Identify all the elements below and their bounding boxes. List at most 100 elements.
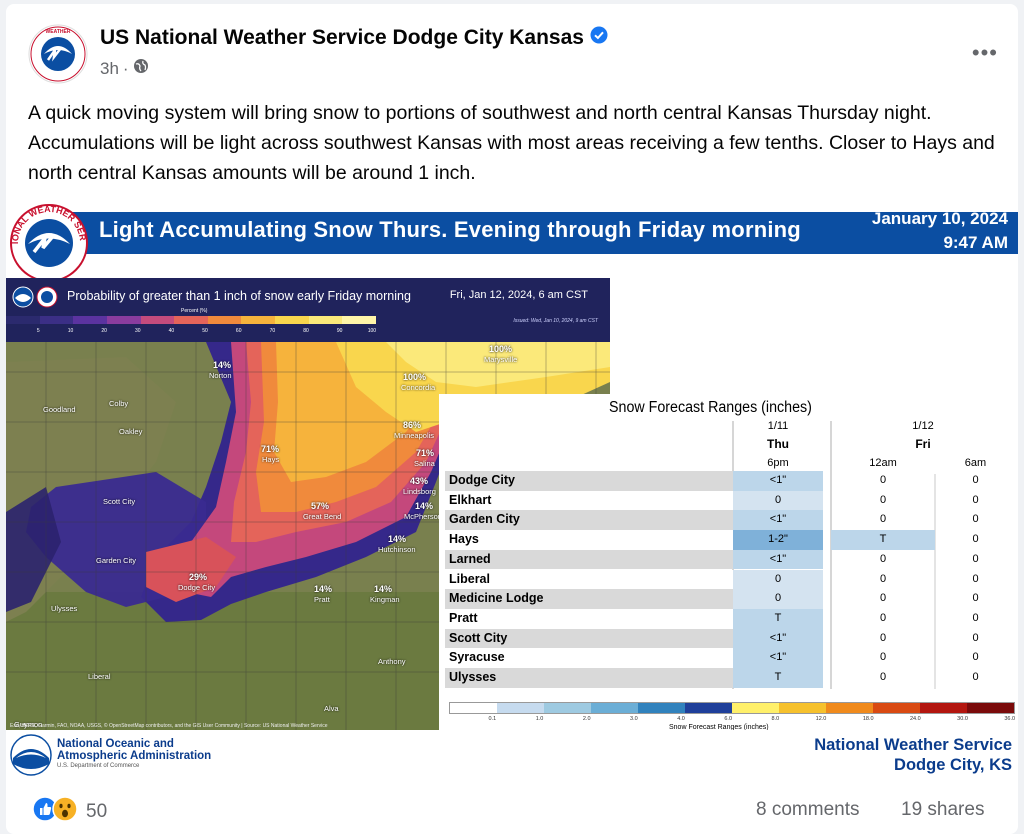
table-row: Larned <1" 0 0 xyxy=(445,549,1016,570)
snow-colorbar-ticks: 0.1 1.0 2.0 3.0 4.0 6.0 8.0 12.0 18.0 24.0 30.0 36.… xyxy=(449,716,1016,722)
table-row: Garden City <1" 0 0 xyxy=(445,510,1016,531)
shares-count[interactable]: 19 shares xyxy=(901,799,985,820)
map-town: Pratt xyxy=(314,595,330,604)
colorbar-tick: 12.0 xyxy=(815,716,827,722)
row-value-v1: T xyxy=(733,608,823,629)
map-percent: 14% xyxy=(213,360,232,370)
colorbar-swatch xyxy=(544,703,591,713)
scale-tick: 100 xyxy=(367,328,377,334)
page-name-link[interactable]: US National Weather Service Dodge City K… xyxy=(100,26,584,49)
more-options-icon[interactable]: ••• xyxy=(971,40,998,65)
colorbar-tick: 3.0 xyxy=(630,716,638,722)
col-time-3: 6am xyxy=(964,457,987,469)
meta-separator: · xyxy=(122,58,129,78)
row-city: Liberal xyxy=(445,569,733,590)
comments-count[interactable]: 8 comments xyxy=(756,799,860,820)
scale-tick: 60 xyxy=(235,328,242,334)
scale-swatch xyxy=(308,316,343,324)
row-value-v3: 0 xyxy=(972,651,979,664)
colorbar-tick: 6.0 xyxy=(724,716,733,722)
colorbar-swatch xyxy=(638,703,685,713)
noaa-line-2: Atmospheric Administration xyxy=(57,750,212,762)
map-town: Garden City xyxy=(96,556,137,565)
map-town: Colby xyxy=(109,399,129,408)
row-value-v2: 0 xyxy=(879,671,887,683)
row-value-v1: 1-2" xyxy=(733,530,823,550)
colorbar-tick: 36.0 xyxy=(1004,716,1016,722)
colorbar-swatch xyxy=(591,703,638,713)
post-stats: 50 8 comments 19 shares xyxy=(6,790,1018,834)
post-image[interactable]: Light Accumulating Snow Thurs. Evening t… xyxy=(6,200,1018,780)
map-town: Hays xyxy=(262,455,280,464)
row-value-v3: 0 xyxy=(972,533,979,546)
map-issued-time: Issued: Wed, Jan 10, 2024, 9 am CST xyxy=(513,318,598,324)
row-value-v3: 0 xyxy=(972,572,979,585)
col-day-1: Thu xyxy=(767,437,789,451)
table-row: Liberal 0 0 0 xyxy=(445,569,1016,590)
map-percent: 14% xyxy=(415,501,434,511)
scale-swatch xyxy=(39,316,74,324)
row-city: Dodge City xyxy=(445,471,733,491)
row-value-v3: 0 xyxy=(972,611,979,624)
post-text: A quick moving system will bring snow to… xyxy=(28,102,995,184)
map-percent: 71% xyxy=(416,448,435,458)
colorbar-swatch xyxy=(826,703,873,713)
probability-scale xyxy=(6,316,377,324)
banner-datetime: January 10, 2024 9:47 AM xyxy=(872,207,1008,255)
map-valid-time: Fri, Jan 12, 2024, 6 am CST xyxy=(449,289,588,301)
row-city: Pratt xyxy=(445,608,733,629)
snow-forecast-table: Snow Forecast Ranges (inches) 1/11 Thu 6… xyxy=(439,394,1018,734)
scale-swatch xyxy=(106,316,141,324)
row-value-v1: 0 xyxy=(733,490,823,511)
nws-line-1: National Weather Service xyxy=(814,736,1012,754)
colorbar-swatch xyxy=(920,703,967,713)
row-value-v2: 0 xyxy=(879,552,887,565)
banner-title: Light Accumulating Snow Thurs. Evening t… xyxy=(99,217,801,242)
row-city: Larned xyxy=(445,549,733,570)
row-value-v1: <1" xyxy=(733,648,823,668)
banner-bar xyxy=(46,212,1018,254)
page-avatar[interactable]: WEATHER xyxy=(28,24,88,84)
scale-tick: 5 xyxy=(36,328,40,334)
scale-tick: 40 xyxy=(168,328,175,334)
map-town: Kingman xyxy=(370,595,400,604)
map-percent: 29% xyxy=(189,572,208,582)
row-city: Hays xyxy=(445,530,733,550)
scale-tick: 20 xyxy=(101,328,107,334)
scale-swatch xyxy=(241,316,276,324)
row-value-v2: T xyxy=(831,530,935,550)
map-town: Guymon xyxy=(14,720,43,729)
colorbar-tick: 0.1 xyxy=(488,716,497,722)
row-value-v2: 0 xyxy=(879,493,887,506)
scale-swatch xyxy=(73,316,107,324)
post-time[interactable]: 3h xyxy=(100,58,119,78)
colorbar-swatch xyxy=(967,703,1014,713)
col-date-2: 1/12 xyxy=(912,420,934,432)
row-value-v3: 0 xyxy=(972,671,979,683)
map-town: McPherson xyxy=(404,512,442,521)
table-row: Hays 1-2" T 0 xyxy=(445,530,1016,550)
colorbar-swatch xyxy=(732,703,779,713)
map-percent: 100% xyxy=(403,372,427,382)
map-town: Hutchinson xyxy=(378,545,416,554)
post-meta: 3h · xyxy=(100,58,149,79)
nws-logo: NATIONAL WEATHER SERVICE xyxy=(6,200,90,284)
scale-swatch xyxy=(174,316,208,324)
row-city: Elkhart xyxy=(445,490,733,511)
row-value-v3: 0 xyxy=(972,493,979,506)
scale-tick: 50 xyxy=(202,328,208,334)
map-town: Dodge City xyxy=(178,583,216,592)
map-town: Great Bend xyxy=(303,512,342,521)
row-city: Garden City xyxy=(445,510,733,531)
scale-tick: 80 xyxy=(303,328,309,334)
scale-swatch xyxy=(275,316,309,324)
reactions-summary[interactable]: 50 xyxy=(32,796,107,827)
snow-colorbar xyxy=(449,702,1015,714)
scale-swatch xyxy=(6,316,40,324)
colorbar-tick: 4.0 xyxy=(677,716,685,722)
scale-tick: 70 xyxy=(269,328,276,334)
map-town: Alva xyxy=(324,704,339,713)
graphic-banner: Light Accumulating Snow Thurs. Evening t… xyxy=(6,200,1018,282)
row-value-v3: 0 xyxy=(972,513,979,526)
noaa-name: National Oceanic and Atmospheric Adminis… xyxy=(57,738,211,762)
